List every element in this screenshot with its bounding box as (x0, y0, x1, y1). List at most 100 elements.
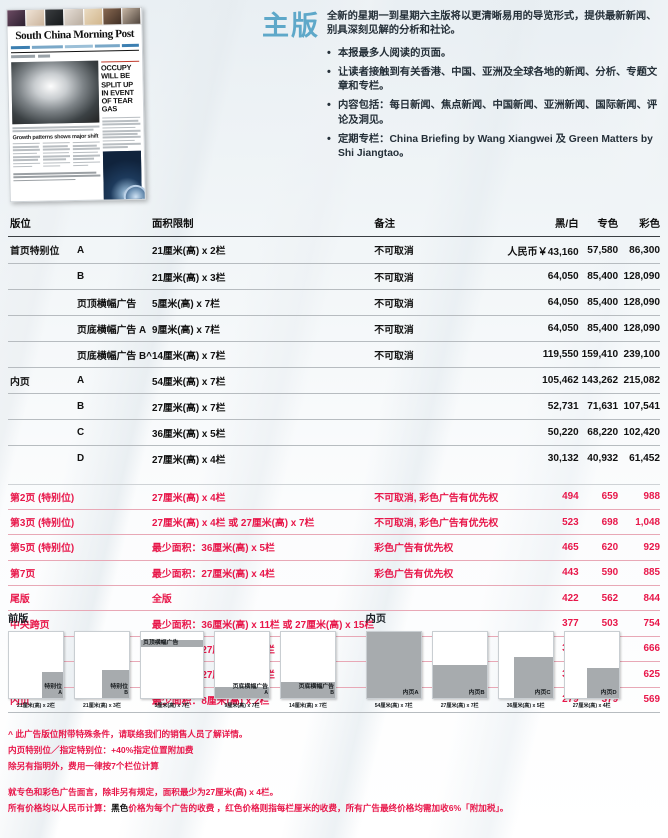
ad-slot-label-suffix: B (124, 690, 128, 697)
ad-slot-label-suffix: A (58, 690, 62, 697)
cell-pos (8, 446, 73, 472)
diagram-caption: 5厘米(高) x 7栏 (154, 703, 190, 709)
cell-color: 86,300 (629, 244, 660, 256)
cell-pos: 第3页 (特别位) (10, 518, 75, 530)
cell-color: 885 (643, 567, 660, 579)
front-page-right-column: OCCUPY WILL BE SPLIT UP IN EVENT OF TEAR… (100, 60, 143, 203)
cell-spot: 85,400 (587, 297, 619, 308)
ad-slot-area (42, 671, 63, 698)
story-columns (12, 141, 100, 170)
page-outline: 页底横幅广告 B (280, 631, 336, 699)
cell-bw: 523 (562, 516, 579, 528)
diagram-caption: 54厘米(高) x 7栏 (374, 703, 413, 709)
cell-note: 彩色广告有优先权 (374, 543, 454, 555)
table-row: C 36厘米(高) x 5栏 50,220 68,220 102,420 (8, 419, 660, 446)
ad-slot-label: 页顶横幅广告 (143, 639, 179, 646)
table-row: 首页特别位 A 21厘米(高) x 2栏 不可取消 人民币￥43,160 57,580 86… (8, 236, 660, 264)
cell-pos: 内页 (10, 695, 30, 707)
footnote-5-part-c: 价格为每个广告的收费 ，红色价格则指每栏厘米的收费，所有广告最终价格均需加收6%… (128, 802, 509, 813)
cell-color: 929 (643, 541, 660, 553)
cell-bw: 443 (562, 567, 579, 579)
col-header-area: 面积限制 (151, 219, 194, 230)
table-row: B 21厘米(高) x 3栏 不可取消 64,050 85,400 128,090 (8, 263, 660, 290)
cell-note (374, 368, 504, 394)
cell-sub: A (77, 244, 85, 256)
diagram-thumb: 特别位 B 21厘米(高) x 3栏 (74, 631, 130, 709)
cell-bw: 50,220 (547, 427, 579, 438)
cell-color: 1,048 (635, 516, 660, 528)
front-page-body: Growth patterns shows major shift (8, 60, 145, 203)
list-item: 内容包括：每日新闻、焦点新闻、中国新闻、亚洲新闻、国际新闻、评论及洞见。 (327, 98, 661, 127)
page-outline: 特别位 A (8, 631, 64, 699)
cell-bw: 64,050 (547, 271, 579, 282)
list-item: 让读者接触到有关香港、中国、亚洲及全球各地的新闻、分析、专题文章和专栏。 (327, 65, 661, 94)
intro-copy: 全新的星期一到星期六主版将以更清晰易用的导览形式，提供最新新闻、别具深刻见解的分… (327, 10, 661, 166)
cell-color: 844 (643, 592, 660, 604)
ad-slot-label: 内页C (534, 690, 551, 697)
footnote-5-part-a: 所有价格均以人民币计算： (8, 802, 112, 813)
masthead-title: South China Morning Post (15, 27, 135, 43)
cell-area: 27厘米(高) x 4栏 或 27厘米(高) x 7栏 (151, 518, 315, 530)
lead-story-lines (101, 116, 141, 149)
table-row: 页顶横幅广告 5厘米(高) x 7栏 不可取消 64,050 85,400 128,090 (8, 289, 660, 316)
front-page-left-column: Growth patterns shows major shift (11, 60, 100, 203)
story-col-1 (12, 142, 41, 170)
ad-slot-label: 内页A (402, 690, 419, 697)
inner-page-diagram-group: 内页 内页A 54厘米(高) x 7栏 内页B 27厘米(高) x 7栏 内页C 36厘米… (365, 610, 660, 720)
cell-spot: 57,580 (587, 244, 619, 256)
cell-area: 27厘米(高) x 4栏 (151, 454, 226, 466)
secondary-headline: Growth patterns shows major shift (12, 133, 99, 142)
col-header-spot: 专色 (597, 219, 619, 230)
cell-bw: 494 (562, 491, 579, 503)
story-col-2 (42, 142, 70, 169)
cell-sub: C (77, 427, 85, 438)
cell-pos (8, 316, 73, 342)
cell-area: 最少面积：36厘米(高) x 11栏 或 27厘米(高) x 15栏 (151, 619, 375, 631)
header-section: South China Morning Post Growth patterns… (0, 0, 668, 206)
cell-bw: 119,550 (542, 349, 579, 360)
page-outline: 内页C (497, 631, 554, 699)
diagram-thumb: 页底横幅广告 B 14厘米(高) x 7栏 (280, 631, 336, 709)
cell-pos (8, 394, 73, 420)
cell-note: 不可取消, 彩色广告有优先权 (374, 492, 499, 504)
cell-pos: 首页特别位 (10, 246, 60, 257)
cell-sub: 页顶横幅广告 (77, 298, 137, 310)
cell-note: 不可取消 (374, 350, 414, 362)
cell-bw: 105,462 (542, 375, 579, 386)
page-outline: 特别位 B (74, 631, 130, 699)
table-header-row: 版位 面积限制 备注 黑/白 专色 彩色 (8, 212, 660, 237)
cell-spot: 590 (601, 567, 619, 579)
cell-area: 5厘米(高) x 7栏 (151, 298, 220, 310)
cell-color: 107,541 (623, 401, 661, 412)
cell-area: 最少面积：36厘米(高) x 5栏 (151, 543, 275, 555)
diagram-caption: 21厘米(高) x 3栏 (83, 703, 121, 709)
ad-slot-label-suffix: B (330, 690, 334, 697)
ad-slot-area (281, 682, 335, 698)
cell-note: 彩色广告有优先权 (374, 568, 454, 580)
cell-bw: 64,050 (547, 323, 579, 334)
front-diagram-thumbs: 特别位 A 21厘米(高) x 2栏 特别位 B 21厘米(高) x 3栏 页顶横幅广告 5厘… (8, 631, 338, 709)
front-diagram-title: 前版 (8, 614, 29, 625)
diagram-caption: 21厘米(高) x 2栏 (17, 703, 55, 709)
cell-bw: 279 (562, 694, 579, 706)
cell-area: 最少面积：27厘米(高) x 4栏 (152, 636, 374, 661)
table-row: 内页 A 54厘米(高) x 7栏 105,462 143,262 215,082 (8, 367, 660, 394)
cell-area: 最少面积：27厘米(高) x 4栏 (151, 568, 275, 580)
cell-bw: 人民币￥43,160 (507, 246, 579, 258)
table-row: 尾版 全版 422 562 844 (8, 585, 660, 611)
col-header-color: 彩色 (639, 219, 660, 230)
diagram-caption: 9厘米(高) x 7栏 (224, 703, 260, 709)
ad-slot-area (587, 668, 619, 698)
intro-bullet-list: 本报最多人阅读的页面。 让读者接触到有关香港、中国、亚洲及全球各地的新闻、分析、… (327, 46, 661, 161)
diagram-caption: 14厘米(高) x 7栏 (289, 703, 327, 709)
newspaper-front-page-thumbnail: South China Morning Post Growth patterns… (6, 6, 146, 203)
cell-area: 最少面积：8厘米(高) x 2栏 (151, 695, 270, 707)
diagram-thumb: 页顶横幅广告 5厘米(高) x 7栏 (140, 631, 204, 709)
cell-pos: 第7页 (10, 568, 36, 580)
cell-pos (8, 420, 73, 446)
lower-story-lines (13, 171, 100, 182)
list-item: 定期专栏：China Briefing by Wang Xiangwei 及 G… (327, 132, 661, 161)
front-page-display-ad (102, 150, 143, 203)
ad-slot-area (215, 686, 269, 698)
